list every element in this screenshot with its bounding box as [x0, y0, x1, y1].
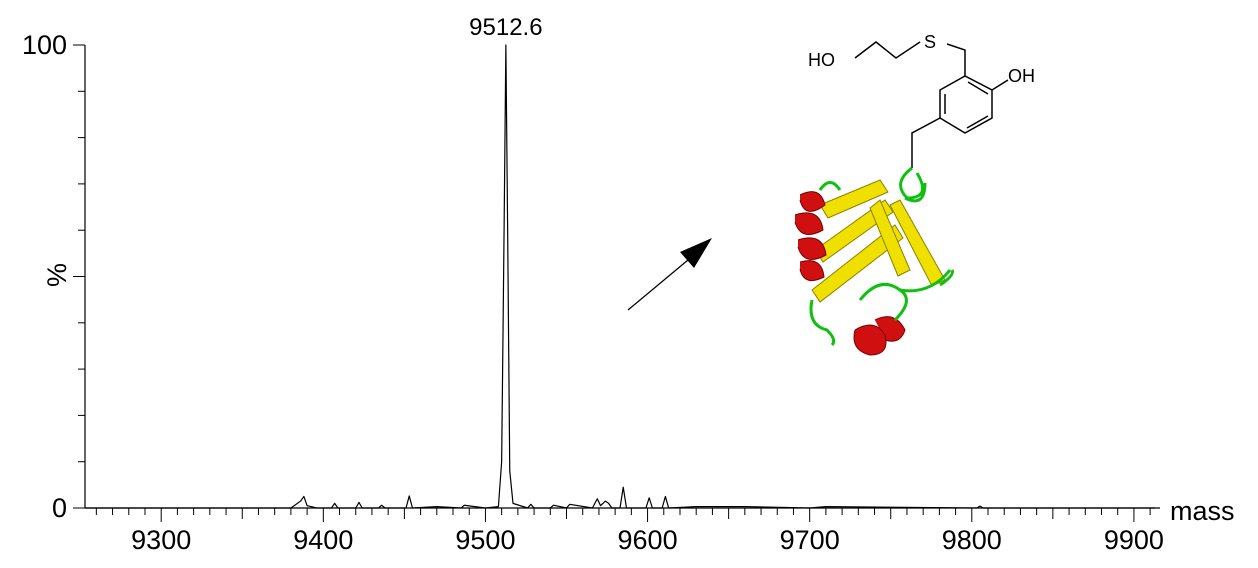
- atom-label: OH: [1008, 66, 1035, 86]
- ring: [939, 75, 993, 134]
- x-tick-label: 9300: [131, 525, 191, 555]
- arrow: [627, 238, 712, 311]
- y-axis-label: %: [42, 263, 72, 287]
- x-tick-label: 9400: [293, 525, 353, 555]
- bond: [911, 117, 941, 168]
- bond: [991, 79, 1009, 91]
- atom-label: S: [924, 32, 936, 52]
- bond: [946, 43, 966, 76]
- y-tick-label: 100: [22, 30, 67, 60]
- x-tick-label: 9600: [618, 525, 678, 555]
- atom-label: HO: [808, 50, 835, 70]
- protein-cartoon: [794, 166, 954, 356]
- x-tick-label: 9700: [780, 525, 840, 555]
- peak-label: 9512.6: [469, 14, 542, 41]
- x-tick-label: 9500: [455, 525, 515, 555]
- axes: [84, 45, 1160, 509]
- spectrum-line: [85, 44, 1155, 509]
- y-tick-label: 0: [52, 493, 67, 523]
- bond: [967, 81, 989, 95]
- structure: HO S OH: [808, 32, 1035, 168]
- x-tick-label: 9900: [1104, 525, 1164, 555]
- bond: [966, 115, 989, 129]
- x-axis-label: mass: [1170, 496, 1235, 526]
- bond: [854, 41, 921, 59]
- x-tick-label: 9800: [942, 525, 1002, 555]
